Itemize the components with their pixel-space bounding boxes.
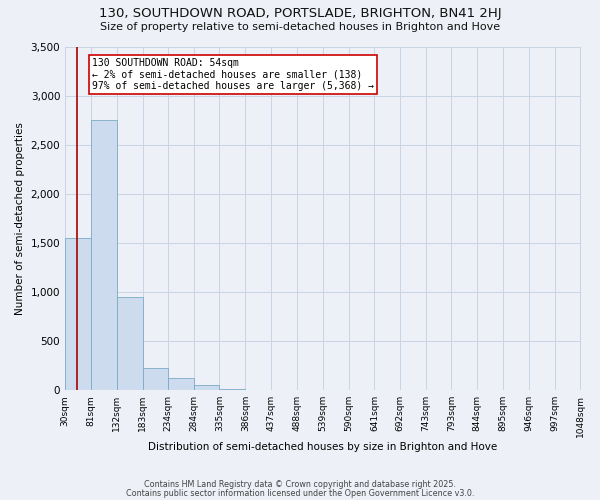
Bar bbox=[91, 120, 116, 390]
Text: 130 SOUTHDOWN ROAD: 54sqm
← 2% of semi-detached houses are smaller (138)
97% of : 130 SOUTHDOWN ROAD: 54sqm ← 2% of semi-d… bbox=[92, 58, 374, 92]
X-axis label: Distribution of semi-detached houses by size in Brighton and Hove: Distribution of semi-detached houses by … bbox=[148, 442, 497, 452]
Bar bbox=[220, 388, 245, 390]
Text: Contains public sector information licensed under the Open Government Licence v3: Contains public sector information licen… bbox=[126, 488, 474, 498]
Text: Size of property relative to semi-detached houses in Brighton and Hove: Size of property relative to semi-detach… bbox=[100, 22, 500, 32]
Text: Contains HM Land Registry data © Crown copyright and database right 2025.: Contains HM Land Registry data © Crown c… bbox=[144, 480, 456, 489]
Bar bbox=[194, 385, 220, 390]
Bar bbox=[143, 368, 169, 390]
Y-axis label: Number of semi-detached properties: Number of semi-detached properties bbox=[15, 122, 25, 314]
Bar bbox=[65, 238, 91, 390]
Bar bbox=[169, 378, 194, 390]
Text: 130, SOUTHDOWN ROAD, PORTSLADE, BRIGHTON, BN41 2HJ: 130, SOUTHDOWN ROAD, PORTSLADE, BRIGHTON… bbox=[98, 8, 502, 20]
Bar bbox=[116, 297, 143, 390]
